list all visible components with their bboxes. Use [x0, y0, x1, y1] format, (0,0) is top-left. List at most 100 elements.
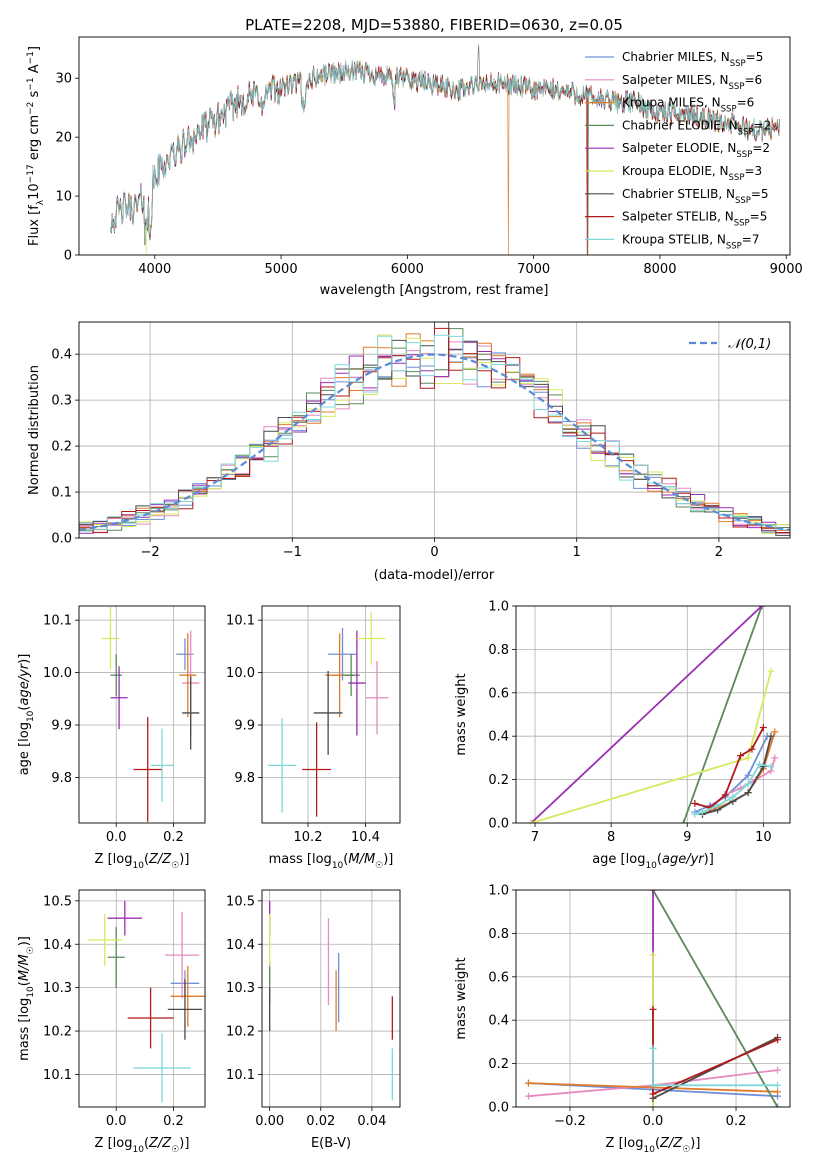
x-tick-label: 10.2 — [294, 830, 323, 845]
model-spectrum-line — [110, 59, 780, 246]
y-tick-label: 0.2 — [488, 1057, 509, 1072]
y-tick-label: 0.2 — [488, 773, 509, 788]
axes-massweight_Z: −0.2 0.0 0.2 0.0 0.2 0.4 0.6 0.8 1.0 Z [log10(Z/Z… — [454, 884, 791, 1155]
y-tick-label: 10.2 — [226, 1025, 255, 1040]
y-tick-label: 20 — [55, 131, 72, 146]
label-part: erg cm — [27, 115, 42, 164]
label-part: 10 — [27, 183, 42, 200]
label-part: Z/Z — [659, 1136, 683, 1151]
label-part: ☉ — [26, 946, 36, 954]
y-axis-label: age [log10(age/yr)] — [17, 654, 36, 776]
label-part: )] — [690, 1136, 700, 1151]
axes-mass_Z: 0.0 0.210.110.210.310.410.5Z [log10(Z/Z☉)… — [17, 889, 206, 1155]
x-tick-label: 7000 — [517, 262, 550, 277]
mass-weight-line — [530, 606, 763, 823]
y-tick-label: 10.0 — [43, 666, 72, 681]
axes-residuals: −2 −1 0 1 2 0.0 0.1 0.2 0.3 0.4 𝒩(0,1) (data-model)… — [27, 321, 791, 583]
y-tick-label: 10.1 — [226, 614, 255, 629]
label-part: −2 — [26, 102, 36, 115]
axes-frame — [515, 605, 791, 824]
axes-frame — [78, 605, 206, 824]
x-tick-label: −2 — [141, 545, 160, 560]
model-spectrum-line — [110, 61, 780, 255]
x-axis-label: Z [log10(Z/Z☉)] — [606, 1136, 701, 1155]
label-part: ( — [144, 852, 149, 867]
y-tick-label: 0 — [64, 249, 72, 264]
y-tick-label: 0.8 — [488, 927, 509, 942]
y-tick-label: 10.5 — [226, 894, 255, 909]
label-part: )] — [179, 852, 189, 867]
legend-entry: Salpeter ELODIE, NSSP=2 — [622, 141, 770, 160]
y-tick-label: 10.0 — [226, 666, 255, 681]
label-part: ( — [144, 1136, 149, 1151]
x-tick-label: 0.0 — [106, 1114, 127, 1129]
x-axis-label: Z [log10(Z/Z☉)] — [95, 852, 190, 871]
x-axis-label: wavelength [Angstrom, rest frame] — [320, 283, 549, 298]
legend-entry: Chabrier MILES, NSSP=5 — [622, 50, 763, 69]
legend-subscript: SSP — [735, 196, 751, 206]
plot-area-mass_ebv — [269, 900, 393, 1101]
y-tick-label: 0.1 — [51, 486, 72, 501]
label-part: mass [log — [17, 998, 32, 1061]
legend-subscript: SSP — [738, 127, 754, 137]
label-part: ☉ — [171, 861, 179, 871]
plot-area-age_Z — [101, 607, 200, 822]
plot-area-residuals — [79, 322, 790, 536]
label-part: ☉ — [682, 1145, 690, 1155]
label-part: Flux [ — [27, 210, 42, 246]
y-tick-label: 9.9 — [51, 718, 72, 733]
x-axis-label: mass [log10(M/M☉)] — [269, 852, 394, 871]
legend-text: Salpeter ELODIE, N — [622, 141, 736, 155]
label-part: )] — [704, 852, 714, 867]
y-tick-label: 10.3 — [43, 981, 72, 996]
model-spectrum-line — [110, 59, 780, 255]
axes-frame — [515, 889, 791, 1108]
legend-text: Kroupa ELODIE, N — [622, 164, 729, 178]
plot-layer: 4000 5000 6000 7000 8000 90000102030wavelengt… — [17, 36, 803, 1155]
x-tick-label: 0.2 — [726, 1114, 747, 1129]
x-tick-label: 0 — [430, 545, 438, 560]
legend-text: =5 — [751, 187, 769, 201]
y-tick-label: 0.4 — [488, 730, 509, 745]
plot-area-massweight_Z — [524, 890, 782, 1107]
normal-curve — [79, 353, 790, 531]
legend-text: Kroupa MILES, N — [622, 96, 721, 110]
x-tick-label: 0.2 — [163, 1114, 184, 1129]
y-tick-label: 10.2 — [43, 1025, 72, 1040]
y-tick-label: 10.1 — [226, 1068, 255, 1083]
y-tick-label: 10.4 — [43, 938, 72, 953]
x-tick-label: 10.4 — [351, 830, 380, 845]
y-axis-label: mass weight — [454, 673, 469, 755]
axes-age_Z: 0.0 0.29.89.910.010.1Z [log10(Z/Z☉)]age [… — [17, 605, 206, 871]
legend-entry: Kroupa MILES, NSSP=6 — [622, 96, 754, 115]
y-tick-label: 9.8 — [234, 771, 255, 786]
x-tick-label: −1 — [283, 545, 302, 560]
label-part: ( — [343, 852, 348, 867]
x-tick-label: 0.2 — [163, 830, 184, 845]
y-axis-label: Flux [fλ10−17 erg cm−2 s−1 A−1] — [26, 46, 46, 246]
x-tick-label: 9 — [683, 830, 691, 845]
label-part: )] — [383, 852, 393, 867]
y-tick-label: 1.0 — [488, 600, 509, 615]
y-tick-label: 0.3 — [51, 394, 72, 409]
legend-text: =6 — [737, 96, 755, 110]
label-part: M/M — [348, 852, 375, 867]
label-part: −17 — [26, 164, 36, 183]
label-part: )] — [17, 936, 32, 946]
mass-weight-line — [652, 1036, 778, 1100]
x-tick-label: 5000 — [265, 262, 298, 277]
legend-text: =5 — [750, 210, 768, 224]
label-part: 10 — [132, 1145, 144, 1155]
label-part: age [log — [592, 852, 645, 867]
x-tick-label: 8000 — [643, 262, 676, 277]
y-axis-label: mass [log10(M/M☉)] — [17, 936, 36, 1061]
label-part: λ — [36, 199, 46, 205]
legend-subscript: SSP — [734, 219, 750, 229]
label-part: )] — [17, 654, 32, 664]
legend-text: =5 — [746, 50, 764, 64]
y-tick-label: 0.0 — [488, 1101, 509, 1116]
label-part: ☉ — [171, 1145, 179, 1155]
label-part: Z/Z — [148, 852, 172, 867]
label-part: ☉ — [375, 861, 383, 871]
